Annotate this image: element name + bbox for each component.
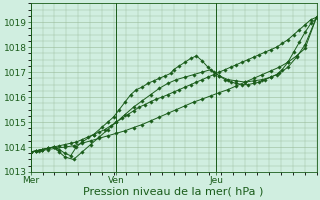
X-axis label: Pression niveau de la mer( hPa ): Pression niveau de la mer( hPa ) xyxy=(84,187,264,197)
